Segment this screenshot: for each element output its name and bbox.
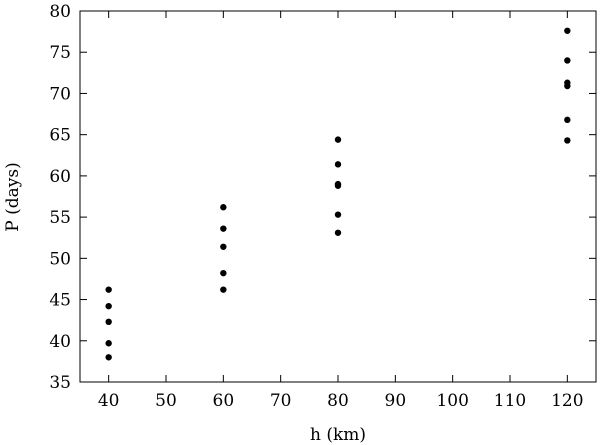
- x-tick-label: 100: [436, 391, 468, 411]
- x-axis-label: h (km): [310, 425, 366, 445]
- x-tick-label: 110: [494, 391, 526, 411]
- x-axis: 40 50 60 70 80 90 100 110 120: [98, 11, 584, 411]
- data-point: [220, 286, 227, 293]
- data-point: [564, 57, 571, 64]
- x-tick-label: 90: [385, 391, 407, 411]
- x-tick-label: 50: [155, 391, 177, 411]
- data-point: [334, 182, 342, 189]
- y-tick-label: 45: [49, 291, 71, 311]
- data-point: [105, 354, 112, 361]
- plot-frame: [79, 10, 597, 383]
- y-tick-label: 60: [49, 167, 71, 187]
- data-point: [334, 136, 342, 143]
- x-tick-label: 60: [213, 391, 235, 411]
- y-tick-label: 70: [49, 84, 71, 104]
- data-point: [220, 269, 227, 277]
- data-point: [105, 318, 112, 326]
- data-point: [334, 161, 342, 168]
- y-tick-label: 35: [49, 373, 71, 393]
- data-point: [564, 137, 571, 144]
- data-point: [564, 27, 571, 34]
- y-tick-label: 40: [49, 332, 71, 352]
- data-point: [105, 340, 112, 347]
- y-tick-label: 65: [49, 126, 71, 146]
- y-axis-label: P (days): [3, 162, 23, 231]
- data-point: [220, 204, 227, 211]
- y-tick-label: 50: [49, 249, 71, 269]
- y-axis: 35 40 45 50 55 60 65 70 75 80: [49, 2, 596, 393]
- data-point: [334, 211, 342, 218]
- x-tick-label: 40: [98, 391, 120, 411]
- data-point: [564, 116, 571, 124]
- x-tick-label: 80: [327, 391, 349, 411]
- data-point: [105, 302, 112, 310]
- y-tick-label: 80: [49, 2, 71, 22]
- x-tick-label: 70: [270, 391, 292, 411]
- y-tick-label: 55: [49, 208, 71, 228]
- x-tick-label: 120: [551, 391, 583, 411]
- y-tick-label: 75: [49, 43, 71, 63]
- data-points: [105, 27, 571, 361]
- data-point: [564, 82, 571, 90]
- data-point: [220, 225, 227, 232]
- data-point: [105, 286, 112, 293]
- data-point: [220, 243, 227, 250]
- data-point: [334, 229, 342, 236]
